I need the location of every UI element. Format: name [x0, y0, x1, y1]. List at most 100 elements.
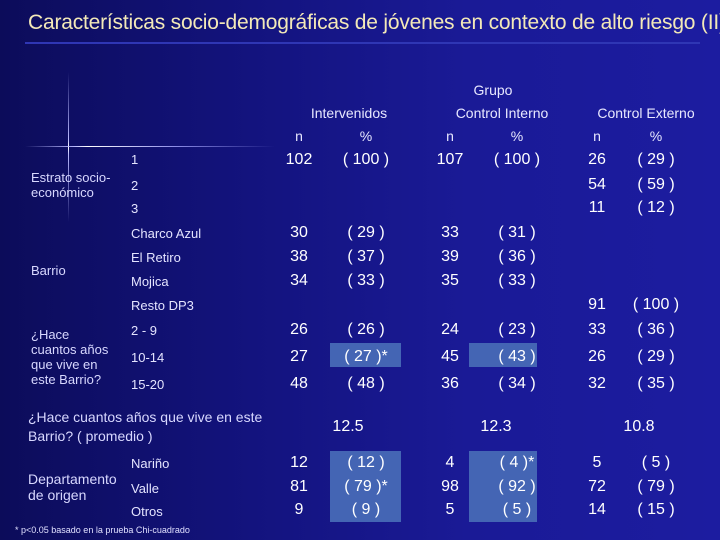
cell-value: ( 48 ): [347, 375, 385, 392]
cell-value: ( 100 ): [632, 296, 680, 313]
cell-value: ( 15 ): [637, 501, 675, 518]
cell-value: ( 5 ): [641, 454, 671, 471]
highlight-cell: [330, 343, 401, 367]
cell-value: 35: [441, 272, 459, 289]
cell-value: 33: [588, 321, 606, 338]
cell-value: 32: [588, 375, 606, 392]
header-grupo: Grupo: [473, 82, 513, 98]
cell-value: 12.5: [332, 418, 364, 435]
category-label: 1: [131, 152, 139, 167]
cell-value: 26: [588, 348, 606, 365]
category-label: Valle: [131, 481, 159, 496]
cell-value: ( 43 ): [498, 348, 536, 365]
highlight-cell: [469, 343, 537, 367]
cell-value: ( 31 ): [498, 224, 536, 241]
cell-value: 34: [290, 272, 308, 289]
cell-value: ( 29 ): [637, 348, 675, 365]
cell-value: ( 5 ): [502, 501, 532, 518]
cell-value: ( 33 ): [347, 272, 385, 289]
header-n: n: [593, 128, 601, 144]
category-label: El Retiro: [131, 250, 181, 265]
cell-value: ( 100 ): [493, 151, 541, 168]
header-pct: %: [649, 128, 663, 144]
cell-value: ( 37 ): [347, 248, 385, 265]
cell-value: 4: [445, 454, 455, 471]
header-pct: %: [359, 128, 373, 144]
row-label-anos: ¿Hace cuantos años que vive en este Barr…: [31, 327, 109, 387]
cell-value: 12: [290, 454, 308, 471]
cell-value: 14: [588, 501, 606, 518]
header-n: n: [295, 128, 303, 144]
header-pct: %: [510, 128, 524, 144]
cell-value: 45: [441, 348, 459, 365]
row-label-promedio: ¿Hace cuantos años que vive en este Barr…: [28, 409, 263, 444]
cell-value: ( 79 ): [637, 478, 675, 495]
category-label: 3: [131, 201, 139, 216]
cell-value: 81: [290, 478, 308, 495]
cell-value: 38: [290, 248, 308, 265]
cell-value: ( 27 )*: [344, 348, 388, 365]
cell-value: 27: [290, 348, 308, 365]
cell-value: 24: [441, 321, 459, 338]
cell-value: 26: [588, 151, 606, 168]
cell-value: ( 36 ): [498, 248, 536, 265]
cell-value: 72: [588, 478, 606, 495]
cell-value: ( 4 )*: [499, 454, 535, 471]
cell-value: 107: [436, 151, 464, 168]
row-label-estrato: Estrato socio-económico: [31, 170, 111, 200]
cell-value: 91: [588, 296, 606, 313]
cell-value: 102: [285, 151, 313, 168]
category-label: 10-14: [131, 350, 165, 365]
cell-value: 5: [445, 501, 455, 518]
cell-value: ( 33 ): [498, 272, 536, 289]
footnote: * p<0.05 basado en la prueba Chi-cuadrad…: [15, 525, 190, 535]
category-label: 15-20: [131, 377, 165, 392]
cell-value: 48: [290, 375, 308, 392]
decorative-vertical-line: [68, 72, 69, 222]
header-control-interno: Control Interno: [455, 105, 549, 121]
decorative-horizontal-line: [25, 146, 275, 147]
cell-value: 12.3: [480, 418, 512, 435]
header-control-externo: Control Externo: [597, 105, 695, 121]
category-label: 2: [131, 178, 139, 193]
cell-value: 54: [588, 176, 606, 193]
cell-value: 98: [441, 478, 459, 495]
cell-value: 5: [592, 454, 602, 471]
cell-value: ( 26 ): [347, 321, 385, 338]
cell-value: 10.8: [623, 418, 655, 435]
header-intervenidos: Intervenidos: [310, 105, 388, 121]
cell-value: ( 59 ): [637, 176, 675, 193]
category-label: Nariño: [131, 456, 170, 471]
cell-value: ( 35 ): [637, 375, 675, 392]
highlight-cell: [469, 451, 537, 522]
category-label: Charco Azul: [131, 226, 202, 241]
cell-value: ( 34 ): [498, 375, 536, 392]
cell-value: ( 29 ): [637, 151, 675, 168]
cell-value: ( 9 ): [351, 501, 381, 518]
row-label-barrio: Barrio: [31, 263, 66, 278]
slide-title: Características socio-demográficas de jó…: [28, 11, 720, 34]
cell-value: ( 23 ): [498, 321, 536, 338]
cell-value: ( 29 ): [347, 224, 385, 241]
category-label: Mojica: [131, 274, 169, 289]
cell-value: 11: [588, 199, 606, 216]
title-underline: [25, 42, 700, 44]
category-label: 2 - 9: [131, 323, 158, 338]
cell-value: 33: [441, 224, 459, 241]
row-label-departamento: Departamento de origen: [28, 471, 117, 503]
cell-value: ( 100 ): [342, 151, 390, 168]
highlight-cell: [330, 451, 401, 522]
cell-value: 26: [290, 321, 308, 338]
cell-value: ( 92 ): [498, 478, 536, 495]
cell-value: 36: [441, 375, 459, 392]
cell-value: 9: [294, 501, 304, 518]
header-n: n: [446, 128, 454, 144]
cell-value: ( 12 ): [637, 199, 675, 216]
cell-value: ( 12 ): [347, 454, 385, 471]
cell-value: ( 79 )*: [344, 478, 388, 495]
cell-value: ( 36 ): [637, 321, 675, 338]
category-label: Otros: [131, 504, 163, 519]
category-label: Resto DP3: [131, 298, 194, 313]
cell-value: 39: [441, 248, 459, 265]
cell-value: 30: [290, 224, 308, 241]
